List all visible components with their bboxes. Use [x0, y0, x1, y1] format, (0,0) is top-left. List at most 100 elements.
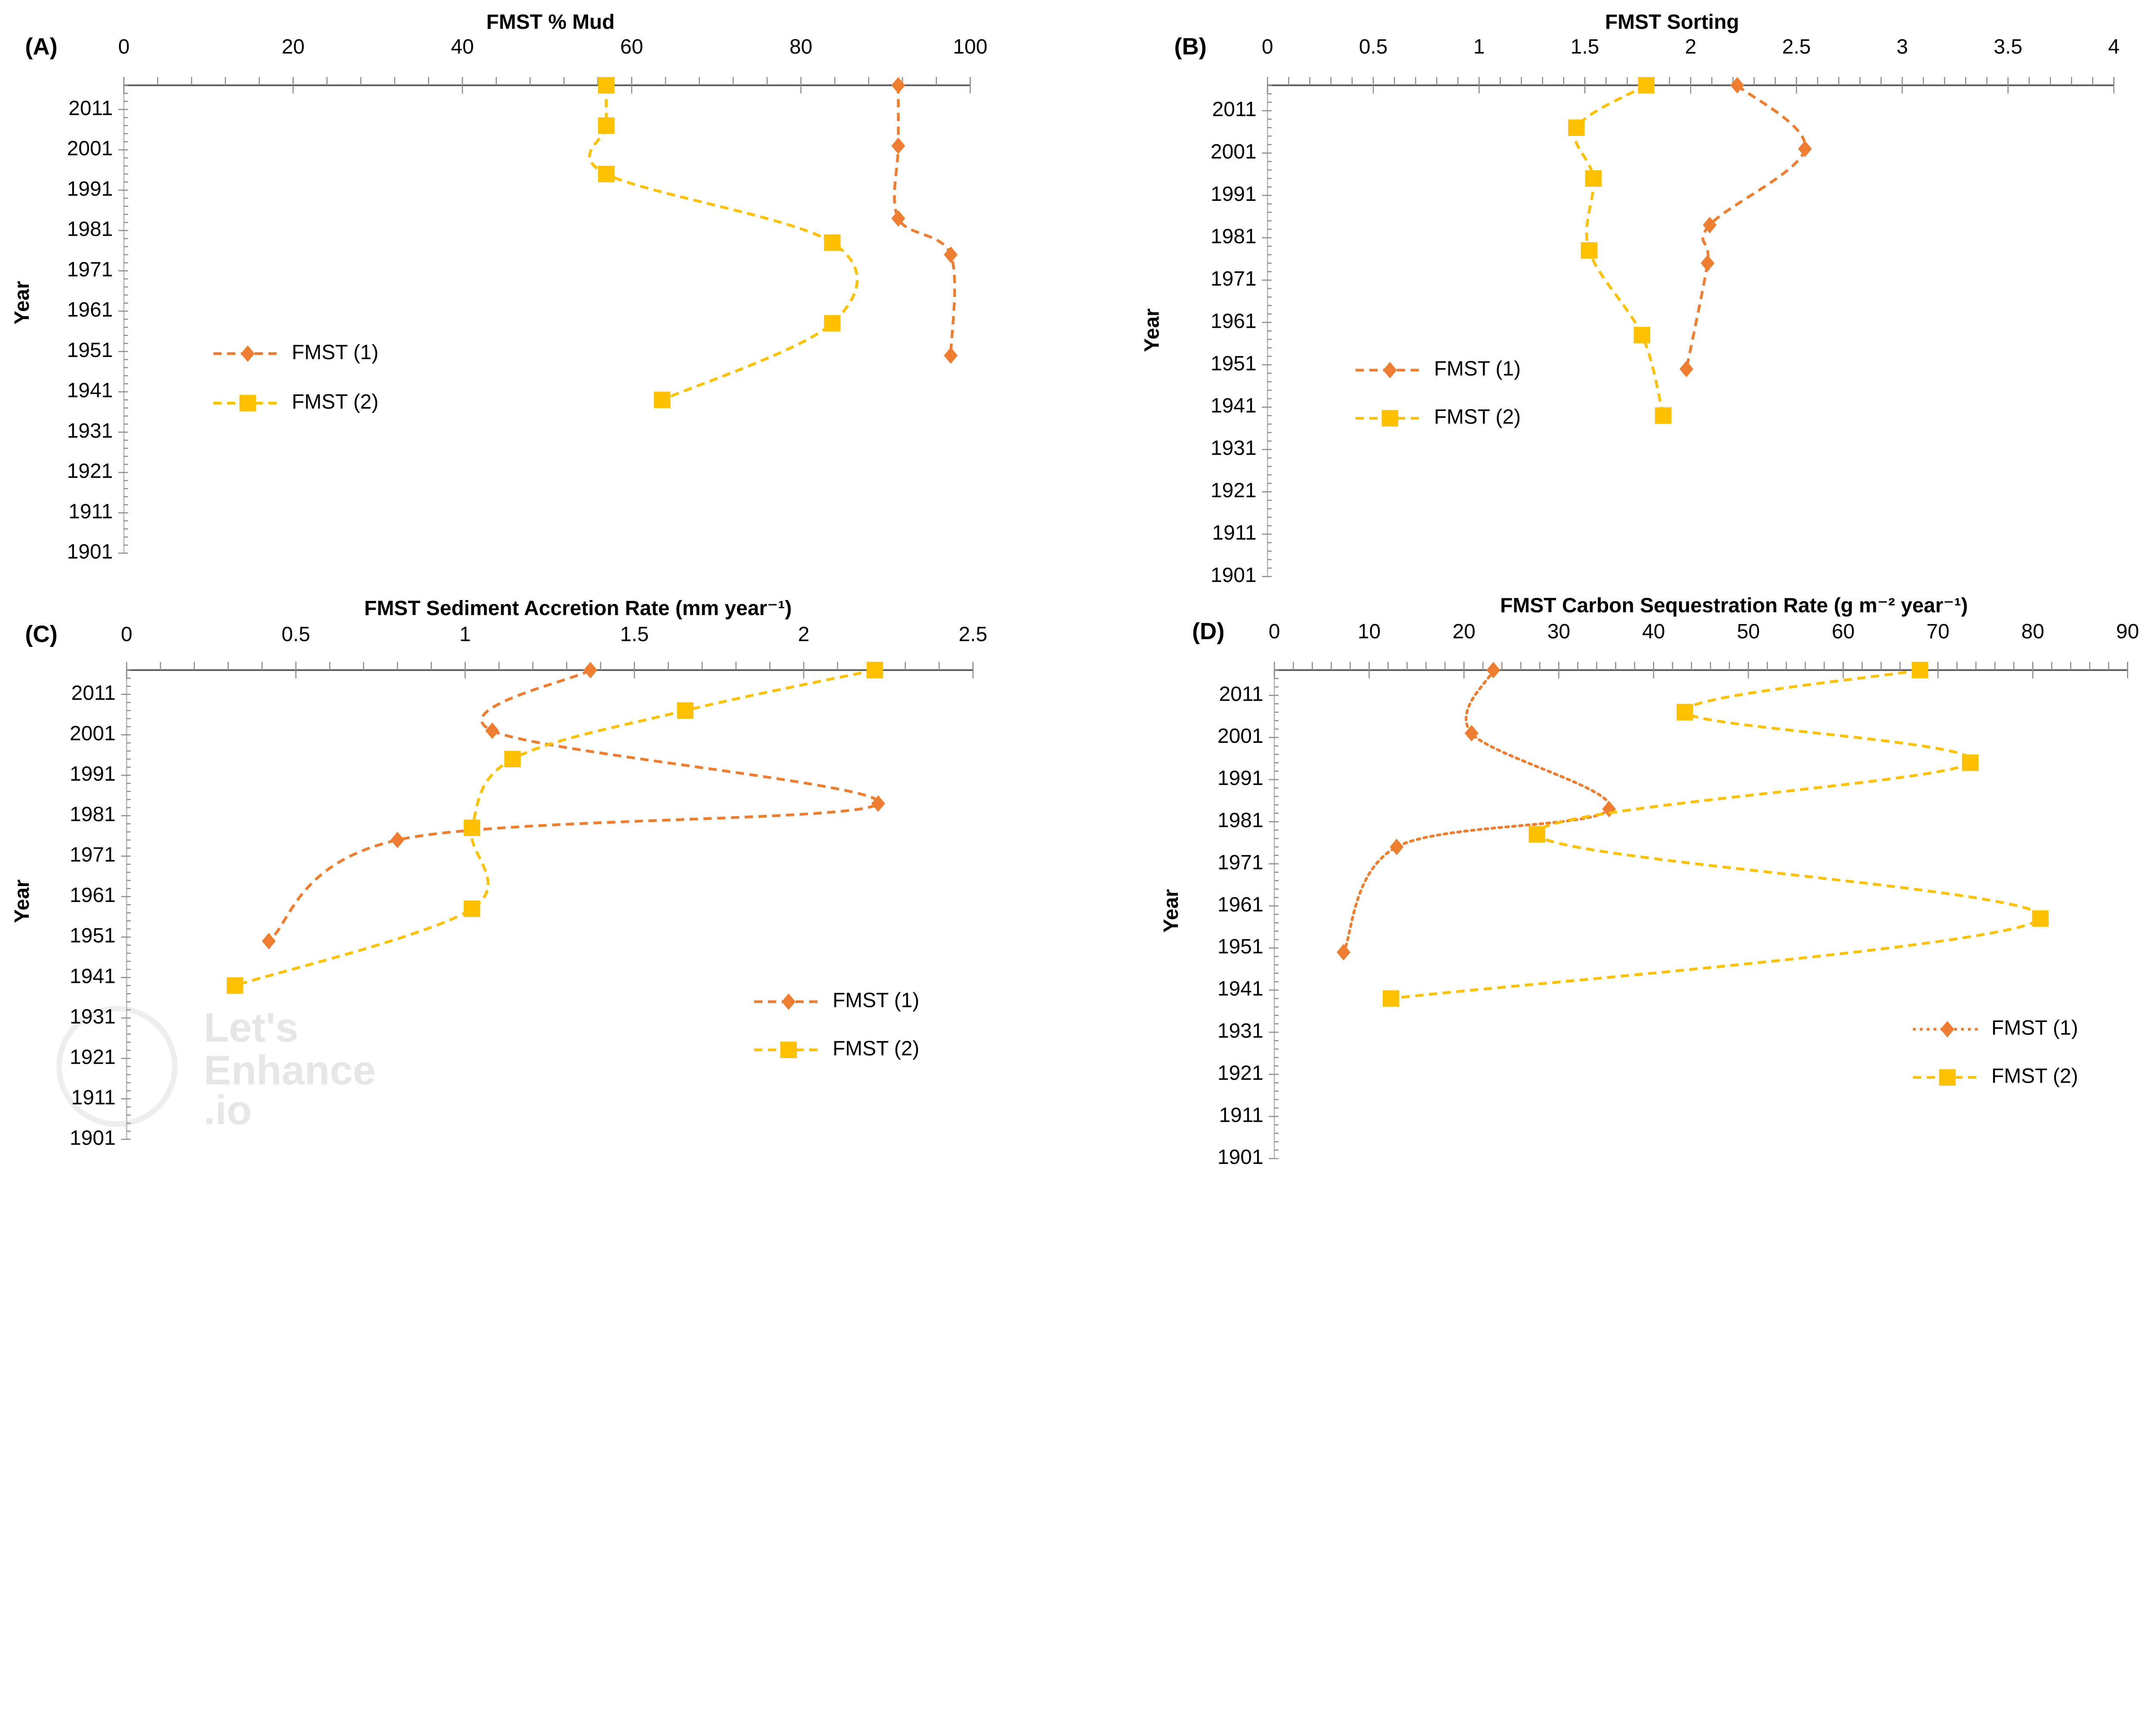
diamond-marker	[1680, 360, 1694, 378]
y-tick-label: 1931	[70, 1005, 116, 1028]
y-tick-label: 1901	[1211, 564, 1257, 587]
x-tick-label: 20	[282, 36, 305, 58]
legend-label: FMST (2)	[1434, 406, 1521, 428]
y-tick-label: 1991	[1211, 183, 1257, 206]
diamond-marker	[891, 77, 906, 94]
x-tick-label: 50	[1737, 620, 1760, 643]
y-axis-label: Year	[1140, 308, 1163, 352]
y-tick-label: 1991	[70, 763, 116, 785]
diamond-marker	[1602, 800, 1616, 818]
square-marker	[1568, 119, 1585, 136]
legend-entry: FMST (2)	[213, 391, 379, 413]
diamond-marker	[1390, 838, 1404, 856]
y-tick-label: 1961	[67, 299, 113, 321]
diamond-marker	[1940, 1021, 1954, 1038]
square-marker	[824, 234, 841, 251]
diamond-marker	[871, 795, 885, 812]
legend-label: FMST (1)	[832, 989, 919, 1012]
y-tick-label: 1951	[1217, 936, 1263, 958]
y-tick-label: 1981	[70, 803, 116, 826]
square-marker	[1585, 170, 1602, 187]
y-tick-label: 2011	[1219, 683, 1263, 705]
watermark-text: Let's	[203, 1005, 298, 1051]
square-marker	[2032, 910, 2049, 927]
y-tick-label: 1941	[1211, 394, 1257, 417]
y-tick-label: 1981	[1217, 809, 1263, 832]
square-marker	[1581, 242, 1598, 259]
x-tick-label: 3	[1896, 36, 1908, 58]
y-tick-label: 1961	[1211, 310, 1257, 332]
square-marker	[1638, 77, 1655, 94]
x-tick-label: 30	[1547, 620, 1570, 643]
square-marker	[239, 395, 256, 412]
y-tick-label: 1901	[67, 541, 113, 563]
series-line	[234, 668, 875, 987]
series-line	[1390, 668, 2043, 1000]
y-tick-label: 1921	[1211, 479, 1257, 502]
x-tick-label: 1	[459, 623, 471, 646]
series-1	[262, 662, 885, 950]
y-tick-label: 1951	[67, 339, 113, 362]
x-tick-label: 70	[1926, 620, 1949, 643]
y-tick-label: 1971	[1217, 851, 1263, 874]
square-marker	[1529, 826, 1545, 843]
legend-label: FMST (2)	[292, 391, 379, 413]
chart-title: FMST Sediment Accretion Rate (mm year⁻¹)	[364, 597, 792, 620]
legend-label: FMST (1)	[292, 341, 379, 364]
square-marker	[1911, 662, 1929, 679]
diamond-marker	[891, 210, 906, 227]
diamond-marker	[390, 831, 404, 849]
series-line	[1342, 668, 1612, 954]
x-tick-label: 0	[118, 36, 130, 58]
x-tick-label: 0.5	[1359, 36, 1388, 58]
square-marker	[598, 117, 615, 134]
square-marker	[653, 391, 671, 408]
y-tick-label: 1911	[1219, 1104, 1263, 1127]
x-tick-label: 100	[953, 36, 987, 58]
diamond-marker	[1730, 77, 1744, 94]
diamond-marker	[782, 993, 796, 1010]
x-tick-label: 3.5	[1994, 36, 2022, 58]
y-tick-label: 1901	[70, 1127, 116, 1149]
y-tick-label: 1991	[1217, 767, 1263, 790]
square-marker	[1962, 754, 1978, 771]
square-marker	[780, 1041, 797, 1059]
x-tick-label: 0	[1269, 620, 1280, 643]
y-tick-label: 1981	[67, 218, 113, 241]
square-marker	[1939, 1069, 1956, 1086]
legend-entry: FMST (2)	[1913, 1065, 2078, 1087]
panel-label: (A)	[25, 33, 57, 59]
diamond-marker	[1337, 944, 1351, 961]
legend-entry: FMST (1)	[754, 989, 919, 1012]
x-tick-label: 0	[121, 623, 133, 646]
y-tick-label: 2001	[1211, 141, 1257, 163]
legend-entry: FMST (2)	[1355, 406, 1521, 428]
chart-title: FMST % Mud	[486, 11, 614, 34]
square-marker	[463, 819, 481, 836]
series-line	[588, 85, 859, 401]
chart-panel-b: FMST Sorting (B) Year 0 0.5 1 1.5 2 2.5 3 3.5 4 2011…	[1140, 11, 2120, 587]
y-tick-label: 1911	[71, 1086, 116, 1109]
diamond-marker	[944, 347, 958, 364]
y-axis-label: Year	[1160, 889, 1183, 933]
square-marker	[824, 315, 841, 332]
y-tick-label: 2011	[71, 682, 116, 705]
square-marker	[598, 166, 615, 182]
square-marker	[1381, 410, 1399, 427]
x-tick-label: 2.5	[958, 623, 987, 646]
square-marker	[1383, 990, 1399, 1007]
watermark-logo-ring	[56, 1006, 178, 1127]
series-2	[1568, 77, 1672, 424]
y-tick-label: 1991	[67, 178, 113, 200]
y-tick-label: 1951	[70, 924, 116, 947]
x-tick-label: 4	[2108, 36, 2120, 58]
y-tick-label: 1941	[70, 965, 116, 988]
legend-label: FMST (2)	[832, 1037, 919, 1060]
y-tick-label: 2001	[1217, 725, 1263, 748]
diamond-marker	[1383, 362, 1397, 379]
series-2	[226, 662, 883, 994]
chart-panel-a: FMST % Mud (A) Year 0 20 40 60 80 100 2011 2001 199…	[11, 11, 987, 563]
series-2	[1383, 662, 2049, 1007]
square-marker	[1655, 407, 1672, 424]
